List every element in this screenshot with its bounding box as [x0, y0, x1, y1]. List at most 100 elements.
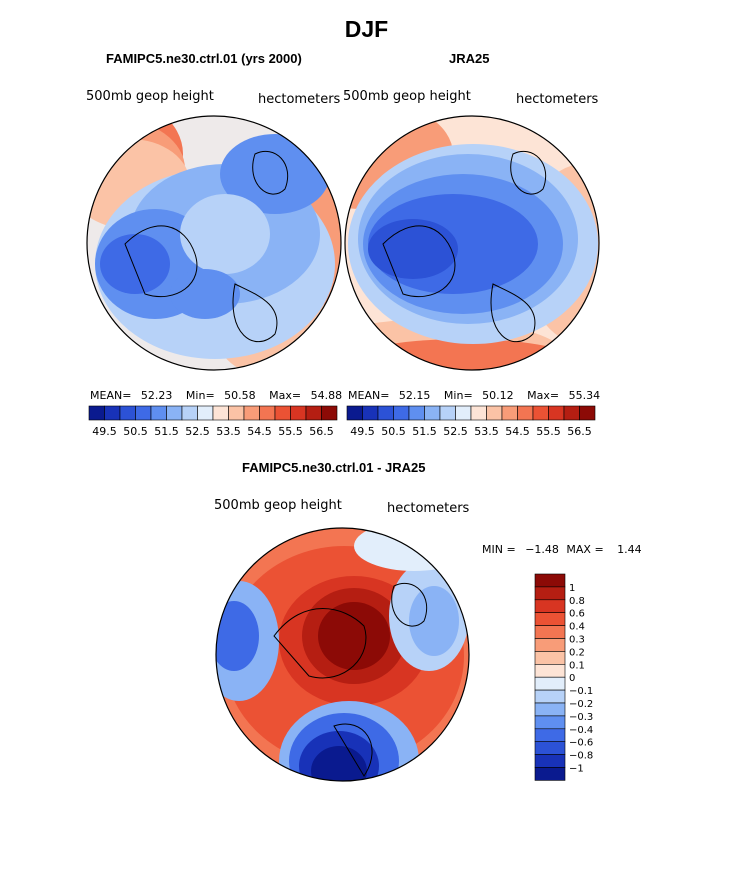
panel1-min-value: 50.58	[224, 389, 256, 402]
panel1-colorbar-box	[197, 405, 214, 421]
panel2-mean-label: MEAN=	[348, 389, 390, 402]
panel3-colorbar-box	[534, 573, 566, 588]
panel3-max-value: 1.44	[617, 543, 642, 556]
panel3-colorbar-box	[534, 664, 566, 678]
panel3-colorbar-box	[534, 625, 566, 639]
panel2-colorbar-tick-label: 49.5	[350, 425, 375, 438]
panel1-colorbar-tick-label: 53.5	[216, 425, 241, 438]
panel2-polar-map	[344, 115, 600, 371]
panel2-colorbar-tick-label: 53.5	[474, 425, 499, 438]
panel1-colorbar-tick-label: 54.5	[247, 425, 272, 438]
panel2-colorbar-tick-label: 50.5	[381, 425, 406, 438]
panel2-colorbar-tick-label: 56.5	[567, 425, 592, 438]
panel1-colorbar-box	[150, 405, 167, 421]
panel3-colorbar-box	[534, 715, 566, 730]
panel1-colorbar-box	[135, 405, 152, 421]
panel3-units-label: hectometers	[387, 501, 470, 516]
panel3-max-label: MAX =	[566, 543, 604, 556]
panel3-colorbar-tick-label: 0	[569, 673, 575, 684]
panel2-field	[345, 116, 599, 370]
panel3-colorbar-box	[534, 612, 566, 626]
panel2-colorbar-box	[439, 405, 456, 421]
panel2-colorbar-box	[455, 405, 472, 421]
panel3-colorbar-tick-label: 0.6	[569, 609, 585, 620]
panel1-colorbar-box	[290, 405, 307, 421]
panel2-colorbar-box	[579, 405, 596, 421]
panel2-max-label: Max=	[527, 389, 560, 402]
panel1-polar-map	[86, 115, 342, 371]
panel3-colorbar-box	[534, 638, 566, 652]
panel1-colorbar-box	[88, 405, 105, 421]
panel2-colorbar-tick-label: 52.5	[443, 425, 468, 438]
panel1-field	[87, 116, 341, 370]
panel2-colorbar-tick-label: 54.5	[505, 425, 530, 438]
panel1-colorbar-tick-label: 50.5	[123, 425, 148, 438]
panel3-colorbar-box	[534, 728, 566, 743]
panel1-colorbar-box	[119, 405, 136, 421]
panel1-colorbar-box	[104, 405, 121, 421]
panel3-colorbar-tick-label: 0.8	[569, 596, 585, 607]
panel1-colorbar-box	[259, 405, 276, 421]
panel1-units-label: hectometers	[258, 92, 341, 107]
panel1-min-label: Min=	[185, 389, 215, 402]
panel1-colorbar-box	[321, 405, 338, 421]
panel3-stats: MIN = −1.48 MAX = 1.44	[482, 543, 642, 556]
panel3-colorbar-box	[534, 702, 566, 717]
panel1-colorbar-box	[212, 405, 229, 421]
panel3-field-label: 500mb geop height	[214, 498, 342, 513]
panel3-polar-map	[215, 527, 470, 782]
panel3-colorbar-tick-label: −1	[569, 764, 584, 775]
panel2-field-label: 500mb geop height	[343, 89, 471, 104]
panel1-colorbar-box	[181, 405, 198, 421]
panel3-colorbar-tick-label: −0.2	[569, 699, 593, 710]
panel2-colorbar-box	[362, 405, 379, 421]
panel1-colorbar-box	[166, 405, 183, 421]
panel1-colorbar-box	[274, 405, 291, 421]
panel2-colorbar-box	[377, 405, 394, 421]
panel2-colorbar-tick-label: 55.5	[536, 425, 561, 438]
panel3-title: FAMIPC5.ne30.ctrl.01 - JRA25	[242, 460, 426, 475]
panel2-stats: MEAN= 52.15 Min= 50.12 Max= 55.34	[348, 389, 600, 402]
panel3-colorbar-box	[534, 586, 566, 601]
panel2-min-label: Min=	[443, 389, 473, 402]
panel1-colorbar-box	[228, 405, 245, 421]
panel1-colorbar-box	[243, 405, 260, 421]
panel3-colorbar-box	[534, 767, 566, 781]
panel1-colorbar-tick-label: 49.5	[92, 425, 117, 438]
panel3-min-label: MIN =	[482, 543, 516, 556]
panel2-colorbar-box	[424, 405, 441, 421]
panel3-colorbar-tick-label: −0.3	[569, 712, 593, 723]
panel3-colorbar-box	[534, 689, 566, 704]
panel2-colorbar-box	[501, 405, 518, 421]
panel2-title: JRA25	[449, 51, 490, 66]
panel3-colorbar-box	[534, 599, 566, 613]
panel3-colorbar-tick-label: −0.8	[569, 751, 593, 762]
panel1-colorbar-tick-label: 56.5	[309, 425, 334, 438]
panel2-colorbar-box	[517, 405, 534, 421]
panel1-title: FAMIPC5.ne30.ctrl.01 (yrs 2000)	[106, 51, 302, 66]
panel3-field	[216, 528, 469, 781]
panel3-min-value: −1.48	[525, 543, 559, 556]
panel1-mean-label: MEAN=	[90, 389, 132, 402]
panel3-colorbar-box	[534, 676, 566, 691]
panel2-mean-value: 52.15	[398, 389, 431, 402]
panel1-colorbar-tick-label: 55.5	[278, 425, 303, 438]
panel2-min-value: 50.12	[482, 389, 514, 402]
panel1-colorbar-tick-label: 51.5	[154, 425, 179, 438]
panel1-field-label: 500mb geop height	[86, 89, 214, 104]
panel2-max-value: 55.34	[568, 389, 601, 402]
panel2-colorbar-box	[393, 405, 410, 421]
panel1-max-label: Max=	[269, 389, 302, 402]
panel2-colorbar-box	[346, 405, 363, 421]
panel2-colorbar-box	[408, 405, 425, 421]
panel2-colorbar-box	[470, 405, 487, 421]
panel2-colorbar-box	[563, 405, 580, 421]
panel1-colorbar: 49.5 50.5 51.5 52.5 53.5 54.5 55.5 56.5	[88, 405, 338, 438]
panel3-colorbar-tick-label: 0.2	[569, 647, 585, 658]
panel3-colorbar-box	[534, 651, 566, 665]
panel3-colorbar: 1 0.8 0.6 0.4 0.30.2 0.1 0 −0.1 −0.2 −0.3 −0.4 −0.6…	[534, 573, 593, 781]
panel3-colorbar-tick-label: 0.1	[569, 660, 585, 671]
panel2-colorbar-box	[532, 405, 549, 421]
panel1-stats: MEAN= 52.23 Min= 50.58 Max= 54.88	[90, 389, 342, 402]
panel3-colorbar-box	[534, 754, 566, 768]
